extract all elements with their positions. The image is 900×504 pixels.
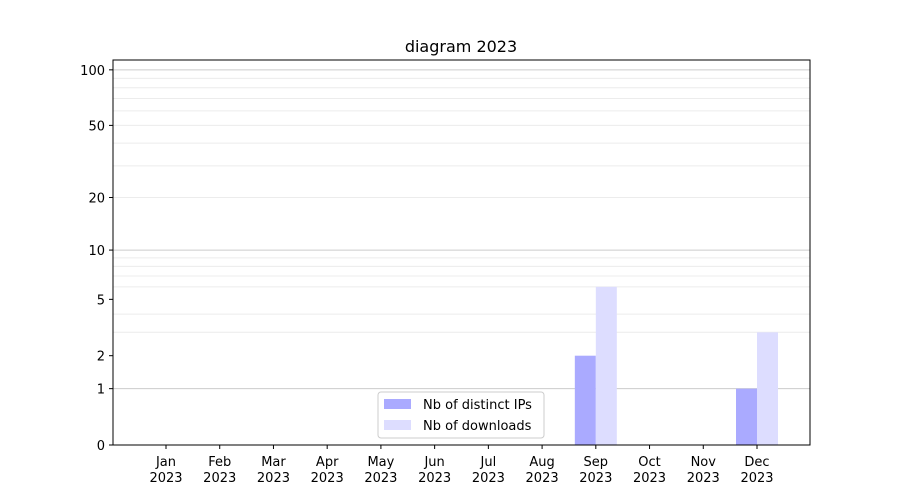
x-tick-label: Jul 2023: [472, 455, 505, 486]
legend: Nb of distinct IPs Nb of downloads: [377, 391, 545, 439]
legend-swatch: [384, 420, 411, 430]
y-tick-label: 0: [97, 439, 105, 454]
x-tick-label: Mar 2023: [257, 455, 290, 486]
y-tick-label: 5: [97, 293, 105, 308]
bar-downloads: [595, 286, 617, 445]
x-tick-label: May 2023: [364, 455, 397, 486]
y-tick-label: 100: [80, 64, 105, 79]
x-tick-label: Apr 2023: [311, 455, 344, 486]
legend-label: Nb of distinct IPs: [423, 398, 532, 413]
plot-frame: [112, 59, 811, 446]
legend-swatch: [384, 399, 411, 409]
bar-downloads: [757, 332, 778, 445]
y-tick-label: 50: [88, 119, 105, 134]
chart-title: diagram 2023: [405, 37, 517, 56]
y-tick-label: 2: [97, 350, 105, 365]
x-tick-label: Dec 2023: [740, 455, 773, 486]
y-tick-label: 1: [97, 383, 105, 398]
y-tick-label: 10: [88, 244, 105, 259]
legend-box: [377, 391, 545, 439]
x-tick-label: Aug 2023: [526, 455, 559, 486]
x-tick-label: Jun 2023: [418, 455, 451, 486]
x-tick-label: Feb 2023: [203, 455, 236, 486]
bar-distinct-ips: [736, 388, 757, 445]
legend-label: Nb of downloads: [423, 419, 532, 434]
x-tick-label: Sep 2023: [579, 455, 612, 486]
x-tick-label: Oct 2023: [633, 455, 666, 486]
y-tick-label: 20: [88, 192, 105, 207]
bar-distinct-ips: [574, 355, 596, 445]
x-tick-label: Nov 2023: [687, 455, 720, 486]
x-tick-label: Jan 2023: [149, 455, 182, 486]
